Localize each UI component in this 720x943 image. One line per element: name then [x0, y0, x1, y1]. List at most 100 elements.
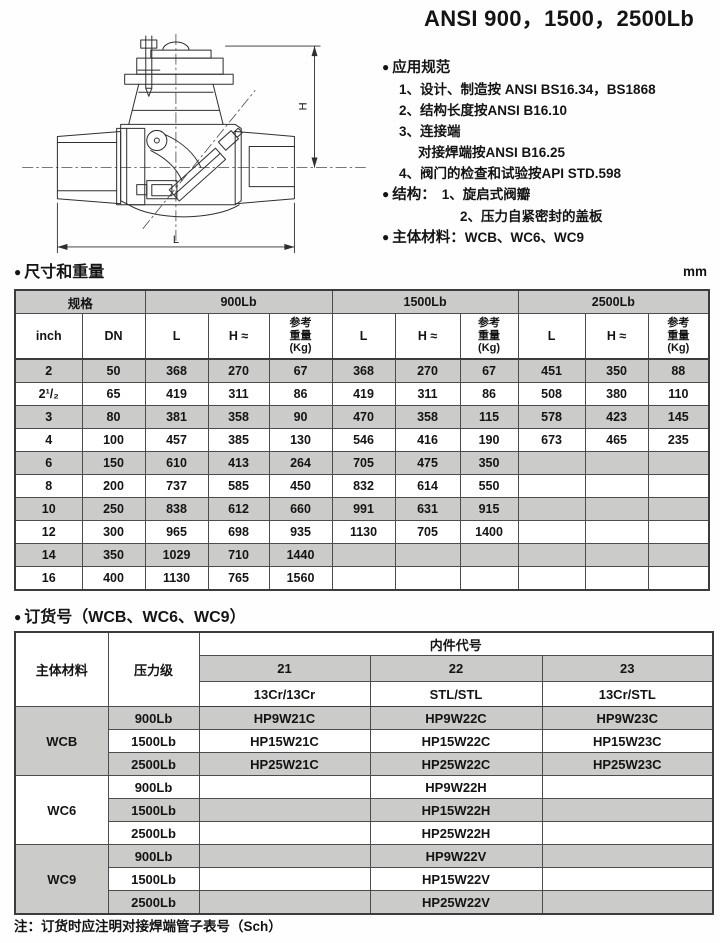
dimension-cell — [517, 497, 586, 521]
order-code-cell — [198, 890, 371, 915]
spec-line: 4、阀门的检查和试验按API STD.598 — [399, 166, 622, 181]
dimension-cell: 550 — [459, 474, 519, 498]
dimension-cell: 80 — [81, 405, 146, 429]
unit-label: mm — [682, 264, 707, 279]
dimensions-table-body: 2 50 368 270 67 368 270 67 451 350 88 2¹/₂ 65 419 311 8… — [14, 358, 710, 591]
dimension-cell: 368 — [144, 358, 209, 383]
material-value: WCB、WC6、WC9 — [464, 230, 584, 245]
dimension-cell: 612 — [207, 497, 270, 521]
pressure-cell: 900Lb — [107, 706, 200, 730]
dimension-cell: 235 — [647, 428, 710, 452]
dimension-cell: 65 — [81, 382, 146, 406]
valve-body-outline — [56, 123, 295, 218]
dimension-cell — [517, 520, 586, 544]
dimension-row: 14 350 1029 710 1440 — [14, 543, 710, 567]
dimension-row: 8 200 737 585 450 832 614 550 — [14, 474, 710, 498]
dimension-cell: 475 — [394, 451, 461, 475]
dimension-cell: 350 — [81, 543, 146, 567]
dimension-cell: 270 — [394, 358, 461, 383]
column-header: inch — [14, 313, 83, 360]
column-header: 参考 重量 (Kg) — [647, 313, 710, 360]
spec-line: 对接焊端按ANSI B16.25 — [418, 145, 566, 160]
order-row: 2500Lb HP25W22V — [15, 890, 714, 915]
pressure-cell: 2500Lb — [107, 752, 200, 776]
order-code-cell — [541, 821, 714, 845]
dimension-cell: 1029 — [144, 543, 209, 567]
dimension-cell: 705 — [394, 520, 461, 544]
material-title: 主体材料： — [392, 230, 465, 246]
pressure-cell: 2500Lb — [107, 821, 200, 845]
material-cell: WCB — [14, 706, 109, 776]
dimension-cell: 16 — [14, 566, 83, 591]
dimension-cell — [459, 566, 519, 591]
dimension-cell — [584, 566, 649, 591]
order-code-cell: HP25W21C — [198, 752, 371, 776]
dimension-cell: 115 — [459, 405, 519, 429]
dimension-cell: 368 — [331, 358, 396, 383]
dimension-row: 2¹/₂ 65 419 311 86 419 311 86 508 380 110 — [14, 382, 710, 406]
dimension-cell: 737 — [144, 474, 209, 498]
dimension-cell — [647, 451, 710, 475]
dimension-cell: 423 — [584, 405, 649, 429]
dimension-cell: 419 — [144, 382, 209, 406]
dimension-cell: 610 — [144, 451, 209, 475]
pressure-cell: 900Lb — [107, 844, 200, 868]
disc-and-hinge-group — [136, 127, 243, 202]
order-code-cell — [198, 844, 371, 868]
order-row: WCB 900Lb HP9W21C HP9W22C HP9W23C — [14, 706, 714, 776]
application-spec-title: 应用规范 — [392, 60, 451, 76]
material-cell: WC6 — [14, 775, 109, 845]
pressure-group-header: 900Lb — [144, 289, 333, 314]
dimension-cell — [647, 497, 710, 521]
dimension-cell: 585 — [207, 474, 270, 498]
dimension-cell: 12 — [14, 520, 83, 544]
bullet-icon: ● — [382, 60, 390, 74]
dimension-cell: 8 — [14, 474, 83, 498]
order-code-cell — [541, 798, 714, 822]
dimension-cell: 350 — [459, 451, 519, 475]
page-title: ANSI 900，1500，2500Lb — [424, 6, 695, 31]
dimension-cell: 935 — [268, 520, 333, 544]
structure-item-1: 1、旋启式阀瓣 — [441, 187, 531, 202]
dimension-cell: 413 — [207, 451, 270, 475]
dimension-cell: 381 — [144, 405, 209, 429]
order-code-cell: HP9W22V — [369, 844, 543, 868]
dimension-cell: 765 — [207, 566, 270, 591]
dimension-cell: 1560 — [268, 566, 333, 591]
structure-title: 结构： — [392, 187, 436, 203]
dimension-cell: 915 — [459, 497, 519, 521]
pressure-group-header: 2500Lb — [517, 289, 710, 314]
order-code-cell: HP25W22V — [369, 890, 543, 915]
dimension-cell: 311 — [207, 382, 270, 406]
dimension-cell: 965 — [144, 520, 209, 544]
dimension-cell: 264 — [268, 451, 333, 475]
dimension-cell: 14 — [14, 543, 83, 567]
structure-heading-line: ● 结构： 1、旋启式阀瓣 — [382, 184, 716, 206]
dimension-cell — [517, 474, 586, 498]
dimension-cell: 1440 — [268, 543, 333, 567]
order-row: 2500Lb HP25W21C HP25W22C HP25W23C — [15, 752, 714, 776]
column-header: L — [331, 313, 396, 360]
pressure-cell: 2500Lb — [107, 890, 200, 915]
application-spec-heading: ● 应用规范 — [382, 57, 716, 79]
application-spec-lines: 1、设计、制造按 ANSI BS16.34，BS1868 2、结构长度按ANSI … — [382, 79, 716, 184]
order-code-cell: HP9W22H — [369, 775, 543, 799]
dimension-cell — [517, 451, 586, 475]
trim-material: 13Cr/13Cr — [198, 681, 371, 707]
trim-material: STL/STL — [369, 681, 543, 707]
order-row: 1500Lb HP15W22V — [15, 867, 714, 891]
order-code-cell: HP9W22C — [369, 706, 543, 730]
dimension-row: 12 300 965 698 935 1130 705 1400 — [14, 520, 710, 544]
dimension-row: 6 150 610 413 264 705 475 350 — [14, 451, 710, 475]
dimension-cell: 2 — [14, 358, 83, 383]
dimension-cell: 270 — [207, 358, 270, 383]
dimension-cell: 385 — [207, 428, 270, 452]
dimension-cell: 3 — [14, 405, 83, 429]
order-code-cell: HP25W22H — [369, 821, 543, 845]
dimension-cell: 451 — [517, 358, 586, 383]
column-header: L — [517, 313, 586, 360]
order-code-cell — [541, 844, 714, 868]
pressure-cell: 1500Lb — [107, 798, 200, 822]
dimension-cell: 358 — [207, 405, 270, 429]
